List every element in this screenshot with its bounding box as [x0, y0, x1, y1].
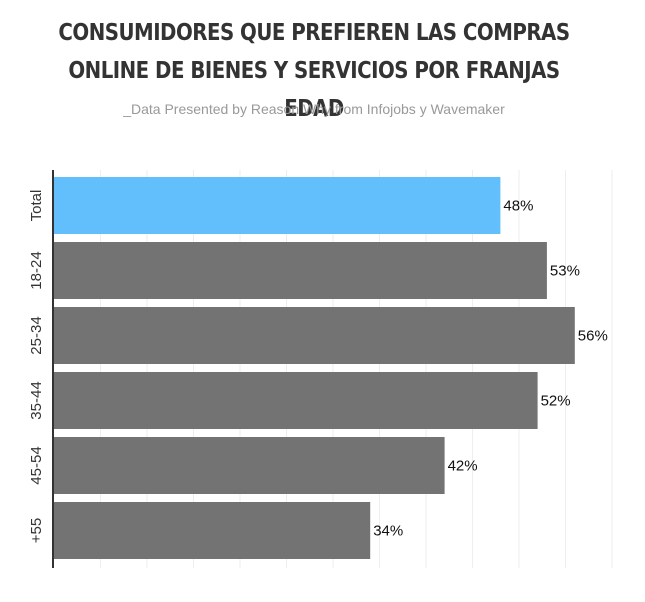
data-label-plus55: 34% — [373, 523, 403, 540]
category-label-18-24: 18-24 — [28, 251, 45, 289]
category-label-total: Total — [28, 190, 45, 222]
data-label-45-54: 42% — [448, 458, 478, 475]
data-label-25-34: 56% — [578, 328, 608, 345]
category-label-25-34: 25-34 — [28, 316, 45, 354]
category-label-plus55: +55 — [28, 518, 45, 543]
gridlines — [100, 170, 613, 568]
data-label-18-24: 53% — [550, 263, 580, 280]
data-label-total: 48% — [503, 198, 533, 215]
bar-plus55 — [54, 502, 371, 559]
bar-35-44 — [54, 372, 538, 429]
category-label-35-44: 35-44 — [28, 381, 45, 419]
data-label-35-44: 52% — [541, 393, 571, 410]
bar-total — [54, 177, 501, 234]
chart-title-line-2: ONLINE DE BIENES Y SERVICIOS POR FRANJAS… — [68, 58, 560, 122]
bars — [54, 177, 575, 559]
bar-25-34 — [54, 307, 575, 364]
bar-45-54 — [54, 437, 445, 494]
chart-title: CONSUMIDORES QUE PREFIEREN LAS COMPRAS O… — [44, 14, 584, 128]
chart-title-line-1: CONSUMIDORES QUE PREFIEREN LAS COMPRAS — [58, 20, 570, 46]
data-labels: 48% 53% 56% 52% 42% 34% — [373, 198, 608, 540]
bar-18-24 — [54, 242, 547, 299]
chart-subtitle: _Data Presented by Reason Why from Infoj… — [123, 101, 505, 117]
category-label-45-54: 45-54 — [28, 446, 45, 484]
category-labels: Total 18-24 25-34 35-44 45-54 +55 — [28, 190, 45, 544]
